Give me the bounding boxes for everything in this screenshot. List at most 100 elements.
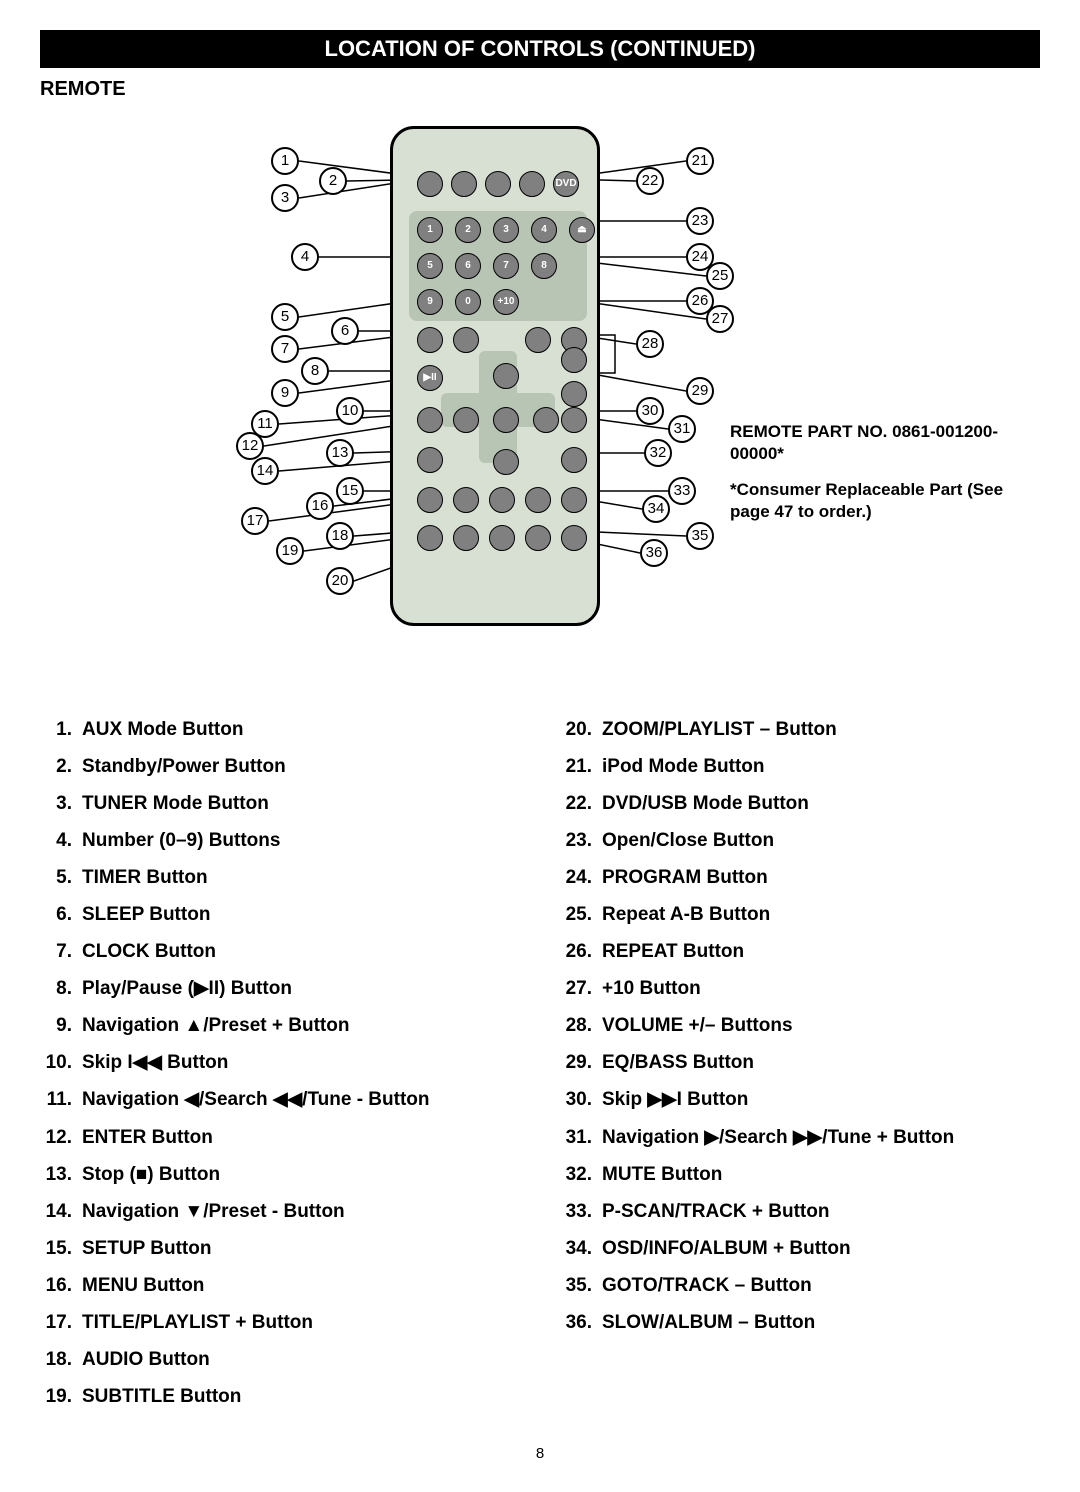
- remote-button: [453, 487, 479, 513]
- legend-text: TIMER Button: [82, 859, 208, 896]
- legend-num: 35.: [560, 1267, 602, 1304]
- legend-item: 34.OSD/INFO/ALBUM + Button: [560, 1230, 1040, 1267]
- remote-button: [453, 407, 479, 433]
- legend-text: SLOW/ALBUM – Button: [602, 1304, 815, 1341]
- callout-12: 12: [236, 432, 264, 460]
- legend-num: 1.: [40, 711, 82, 748]
- callout-15: 15: [336, 477, 364, 505]
- remote-button: [453, 525, 479, 551]
- legend-text: iPod Mode Button: [602, 748, 765, 785]
- legend-num: 4.: [40, 822, 82, 859]
- callout-9: 9: [271, 379, 299, 407]
- legend-item: 7.CLOCK Button: [40, 933, 520, 970]
- legend-item: 20.ZOOM/PLAYLIST – Button: [560, 711, 1040, 748]
- part-number: REMOTE PART NO. 0861-001200-00000*: [730, 421, 1010, 465]
- legend-item: 16.MENU Button: [40, 1267, 520, 1304]
- legend-item: 27.+10 Button: [560, 970, 1040, 1007]
- remote-button: [561, 487, 587, 513]
- callout-33: 33: [668, 477, 696, 505]
- legend-num: 8.: [40, 970, 82, 1007]
- legend-text: REPEAT Button: [602, 933, 744, 970]
- legend-item: 4.Number (0–9) Buttons: [40, 822, 520, 859]
- legend-num: 11.: [40, 1081, 82, 1118]
- callout-22: 22: [636, 167, 664, 195]
- callout-30: 30: [636, 397, 664, 425]
- legend-item: 32.MUTE Button: [560, 1156, 1040, 1193]
- legend-item: 1.AUX Mode Button: [40, 711, 520, 748]
- callout-7: 7: [271, 335, 299, 363]
- legend-item: 31.Navigation ▶/Search ▶▶/Tune + Button: [560, 1119, 1040, 1156]
- legend-item: 13.Stop (■) Button: [40, 1156, 520, 1193]
- legend-num: 26.: [560, 933, 602, 970]
- legend-item: 30.Skip ▶▶I Button: [560, 1081, 1040, 1118]
- remote-button: 1: [417, 217, 443, 243]
- legend-num: 5.: [40, 859, 82, 896]
- legend-item: 12.ENTER Button: [40, 1119, 520, 1156]
- legend-num: 14.: [40, 1193, 82, 1230]
- legend-text: TUNER Mode Button: [82, 785, 269, 822]
- callout-20: 20: [326, 567, 354, 595]
- legend-text: GOTO/TRACK – Button: [602, 1267, 812, 1304]
- remote-button: [417, 487, 443, 513]
- callout-21: 21: [686, 147, 714, 175]
- callout-36: 36: [640, 539, 668, 567]
- legend-num: 22.: [560, 785, 602, 822]
- legend-item: 23.Open/Close Button: [560, 822, 1040, 859]
- callout-25: 25: [706, 262, 734, 290]
- remote-button: ▶II: [417, 365, 443, 391]
- callout-29: 29: [686, 377, 714, 405]
- legend-item: 36.SLOW/ALBUM – Button: [560, 1304, 1040, 1341]
- callout-13: 13: [326, 439, 354, 467]
- remote-button: [417, 525, 443, 551]
- legend-text: Repeat A-B Button: [602, 896, 770, 933]
- legend-num: 36.: [560, 1304, 602, 1341]
- callout-28: 28: [636, 330, 664, 358]
- callout-18: 18: [326, 522, 354, 550]
- remote-button: [417, 171, 443, 197]
- remote-button: [519, 171, 545, 197]
- legend-text: Navigation ▼/Preset - Button: [82, 1193, 345, 1230]
- legend-text: AUDIO Button: [82, 1341, 210, 1378]
- legend-num: 12.: [40, 1119, 82, 1156]
- legend-item: 25.Repeat A-B Button: [560, 896, 1040, 933]
- legend-col-right: 20.ZOOM/PLAYLIST – Button21.iPod Mode Bu…: [560, 711, 1040, 1415]
- legend-num: 29.: [560, 1044, 602, 1081]
- remote-button: 6: [455, 253, 481, 279]
- legend-num: 15.: [40, 1230, 82, 1267]
- remote-button: [493, 363, 519, 389]
- remote-button: 9: [417, 289, 443, 315]
- callout-16: 16: [306, 492, 334, 520]
- legend-item: 9.Navigation ▲/Preset + Button: [40, 1007, 520, 1044]
- page-header: LOCATION OF CONTROLS (CONTINUED): [40, 30, 1040, 68]
- legend-item: 6.SLEEP Button: [40, 896, 520, 933]
- callout-10: 10: [336, 397, 364, 425]
- callout-3: 3: [271, 184, 299, 212]
- legend-text: Skip ▶▶I Button: [602, 1081, 748, 1118]
- legend-text: EQ/BASS Button: [602, 1044, 754, 1081]
- legend-num: 18.: [40, 1341, 82, 1378]
- side-text: REMOTE PART NO. 0861-001200-00000* *Cons…: [730, 421, 1010, 537]
- legend-item: 15.SETUP Button: [40, 1230, 520, 1267]
- remote-button: [417, 407, 443, 433]
- remote-button: +10: [493, 289, 519, 315]
- legend-num: 27.: [560, 970, 602, 1007]
- callout-4: 4: [291, 243, 319, 271]
- remote-button: [451, 171, 477, 197]
- legend: 1.AUX Mode Button2.Standby/Power Button3…: [40, 711, 1040, 1415]
- legend-num: 32.: [560, 1156, 602, 1193]
- legend-num: 3.: [40, 785, 82, 822]
- callout-23: 23: [686, 207, 714, 235]
- remote-button: [561, 347, 587, 373]
- section-label: REMOTE: [40, 78, 1040, 101]
- page-number: 8: [40, 1445, 1040, 1462]
- legend-num: 30.: [560, 1081, 602, 1118]
- legend-num: 6.: [40, 896, 82, 933]
- remote-button: 3: [493, 217, 519, 243]
- remote-diagram: DVD1234567890+10⏏▶II 1234567891011121314…: [40, 121, 1040, 681]
- remote-body: DVD1234567890+10⏏▶II: [390, 126, 600, 626]
- legend-text: SETUP Button: [82, 1230, 211, 1267]
- legend-num: 13.: [40, 1156, 82, 1193]
- legend-num: 28.: [560, 1007, 602, 1044]
- callout-34: 34: [642, 495, 670, 523]
- legend-num: 2.: [40, 748, 82, 785]
